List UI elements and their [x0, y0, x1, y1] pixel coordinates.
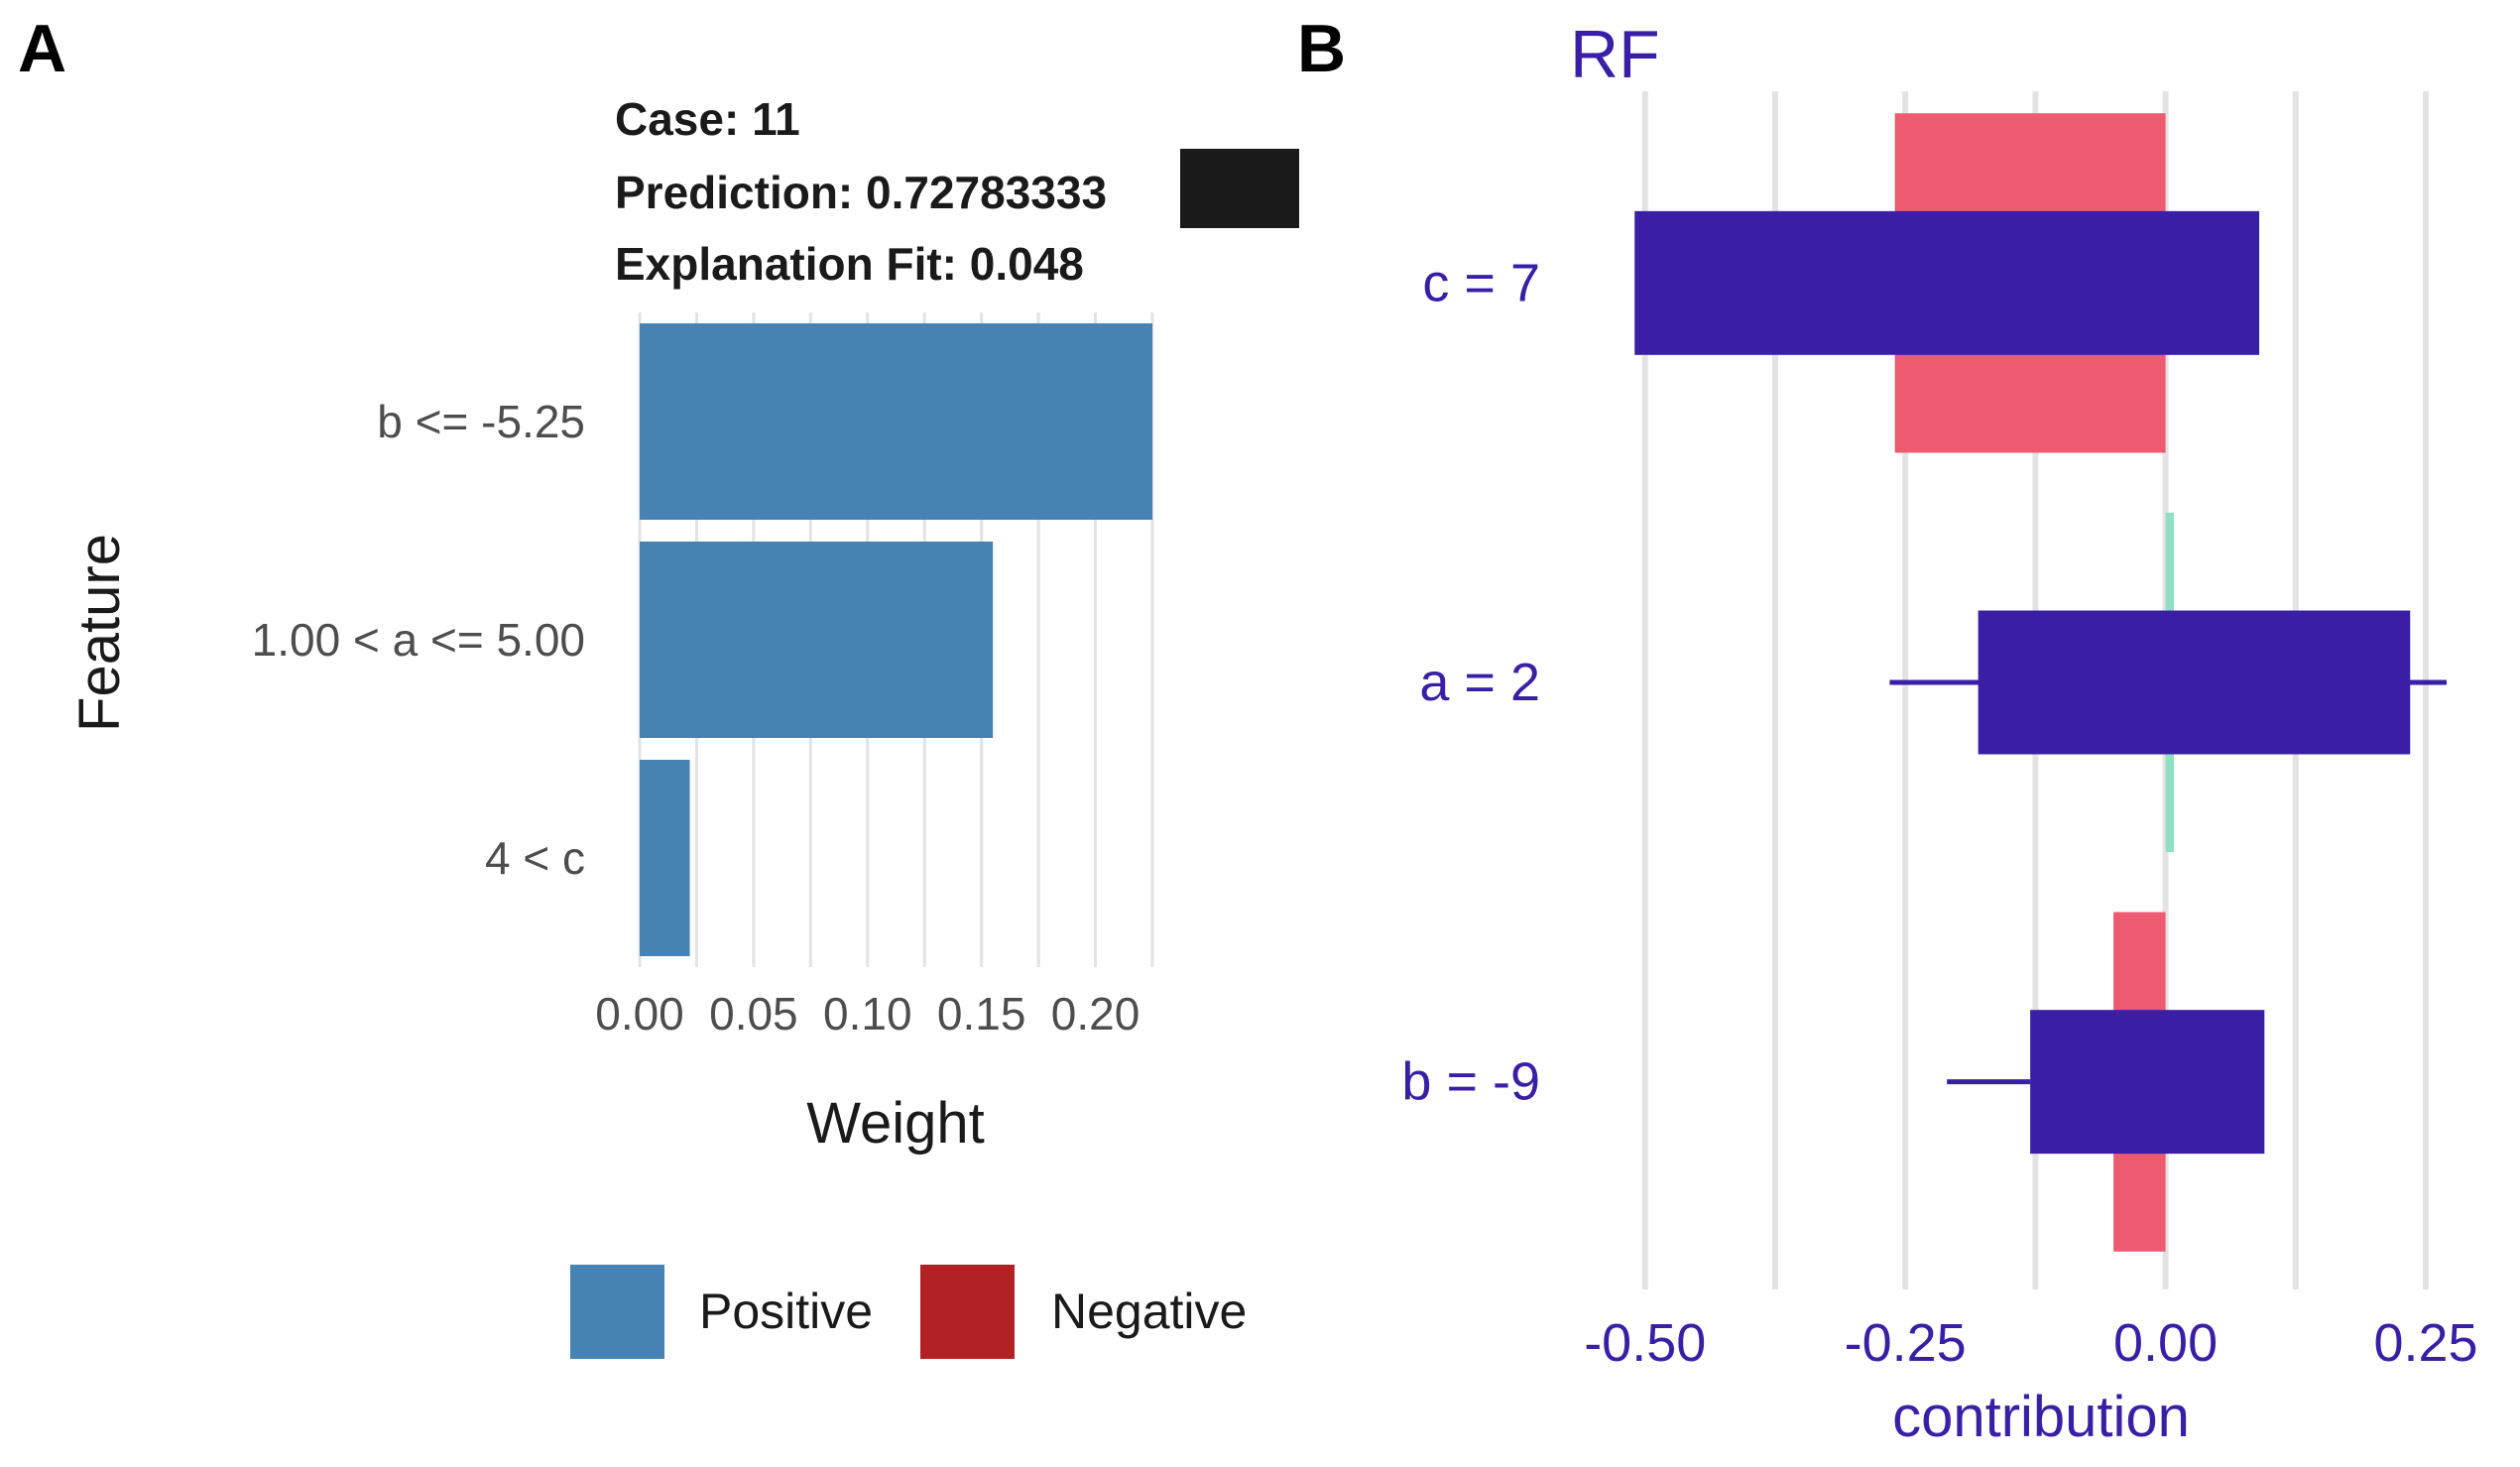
legend-swatch-negative: [920, 1265, 1015, 1359]
panel-b-main-bar: [2030, 1010, 2265, 1155]
legend-label-negative: Negative: [1051, 1284, 1247, 1339]
panel-b-category-label: c = 7: [1422, 253, 1540, 312]
panel-a-title-prediction: Prediction: 0.72783333: [615, 167, 1107, 218]
panel-a-x-axis-title: Weight: [806, 1091, 984, 1156]
panel-a-bar: [640, 760, 690, 956]
panel-a-bar: [640, 323, 1152, 520]
panel-a-y-axis-title: Feature: [67, 534, 132, 732]
panel-a-bars: [640, 323, 1152, 956]
panel-a-x-tick-label: 0.00: [595, 988, 684, 1039]
panel-b-bars: [1634, 113, 2447, 1252]
panel-a-label: A: [18, 11, 66, 86]
panel-a-x-tick-label: 0.15: [937, 988, 1026, 1039]
panel-a-title-clip: [1180, 149, 1299, 228]
panel-a-category-label: 4 < c: [485, 832, 585, 884]
panel-b-main-bar: [1978, 610, 2411, 755]
legend-swatch-positive: [570, 1265, 664, 1359]
panel-a-x-tick-label: 0.05: [709, 988, 798, 1039]
panel-b-title: RF: [1570, 17, 1660, 92]
panel-a-x-tick-label: 0.20: [1051, 988, 1140, 1039]
panel-a-title-fit: Explanation Fit: 0.048: [615, 238, 1084, 290]
panel-a-category-label: 1.00 < a <= 5.00: [252, 614, 585, 666]
panel-b-x-tick-label: -0.25: [1845, 1313, 1967, 1373]
panel-a-title-case: Case: 11: [615, 93, 800, 145]
panel-b-x-tick-label: 0.25: [2373, 1313, 2477, 1373]
panel-a-category-labels: b <= -5.25 1.00 < a <= 5.00 4 < c: [252, 396, 585, 884]
panel-b-category-label: a = 2: [1419, 653, 1540, 712]
panel-a-x-tick-labels: 0.00 0.05 0.10 0.15 0.20: [595, 988, 1140, 1039]
legend-label-positive: Positive: [699, 1284, 873, 1339]
panel-b-x-tick-label: 0.00: [2113, 1313, 2218, 1373]
panel-b-main-bar: [1634, 210, 2260, 355]
panel-a-legend: Positive Negative: [570, 1265, 1247, 1359]
panel-b-category-label: b = -9: [1401, 1052, 1540, 1112]
panel-a-category-label: b <= -5.25: [377, 396, 585, 447]
panel-b-rf-chart: B RF c = 7 a = 2 b = -9 -0.50 -0.25 0.00 0.25…: [1297, 11, 2478, 1449]
panel-b-x-tick-labels: -0.50 -0.25 0.00 0.25: [1584, 1313, 2477, 1373]
panel-b-x-tick-label: -0.50: [1584, 1313, 1706, 1373]
panel-a-title: Case: 11 Prediction: 0.72783333 Explanat…: [615, 93, 1107, 290]
panel-a-x-tick-label: 0.10: [823, 988, 912, 1039]
panel-b-category-labels: c = 7 a = 2 b = -9: [1401, 253, 1540, 1111]
panel-a-lime-chart: A Case: 11 Prediction: 0.72783333 Explan…: [18, 11, 1299, 1359]
panel-a-bar: [640, 542, 994, 738]
panel-b-x-axis-title: contribution: [1892, 1385, 2190, 1449]
panel-b-label: B: [1297, 11, 1346, 86]
